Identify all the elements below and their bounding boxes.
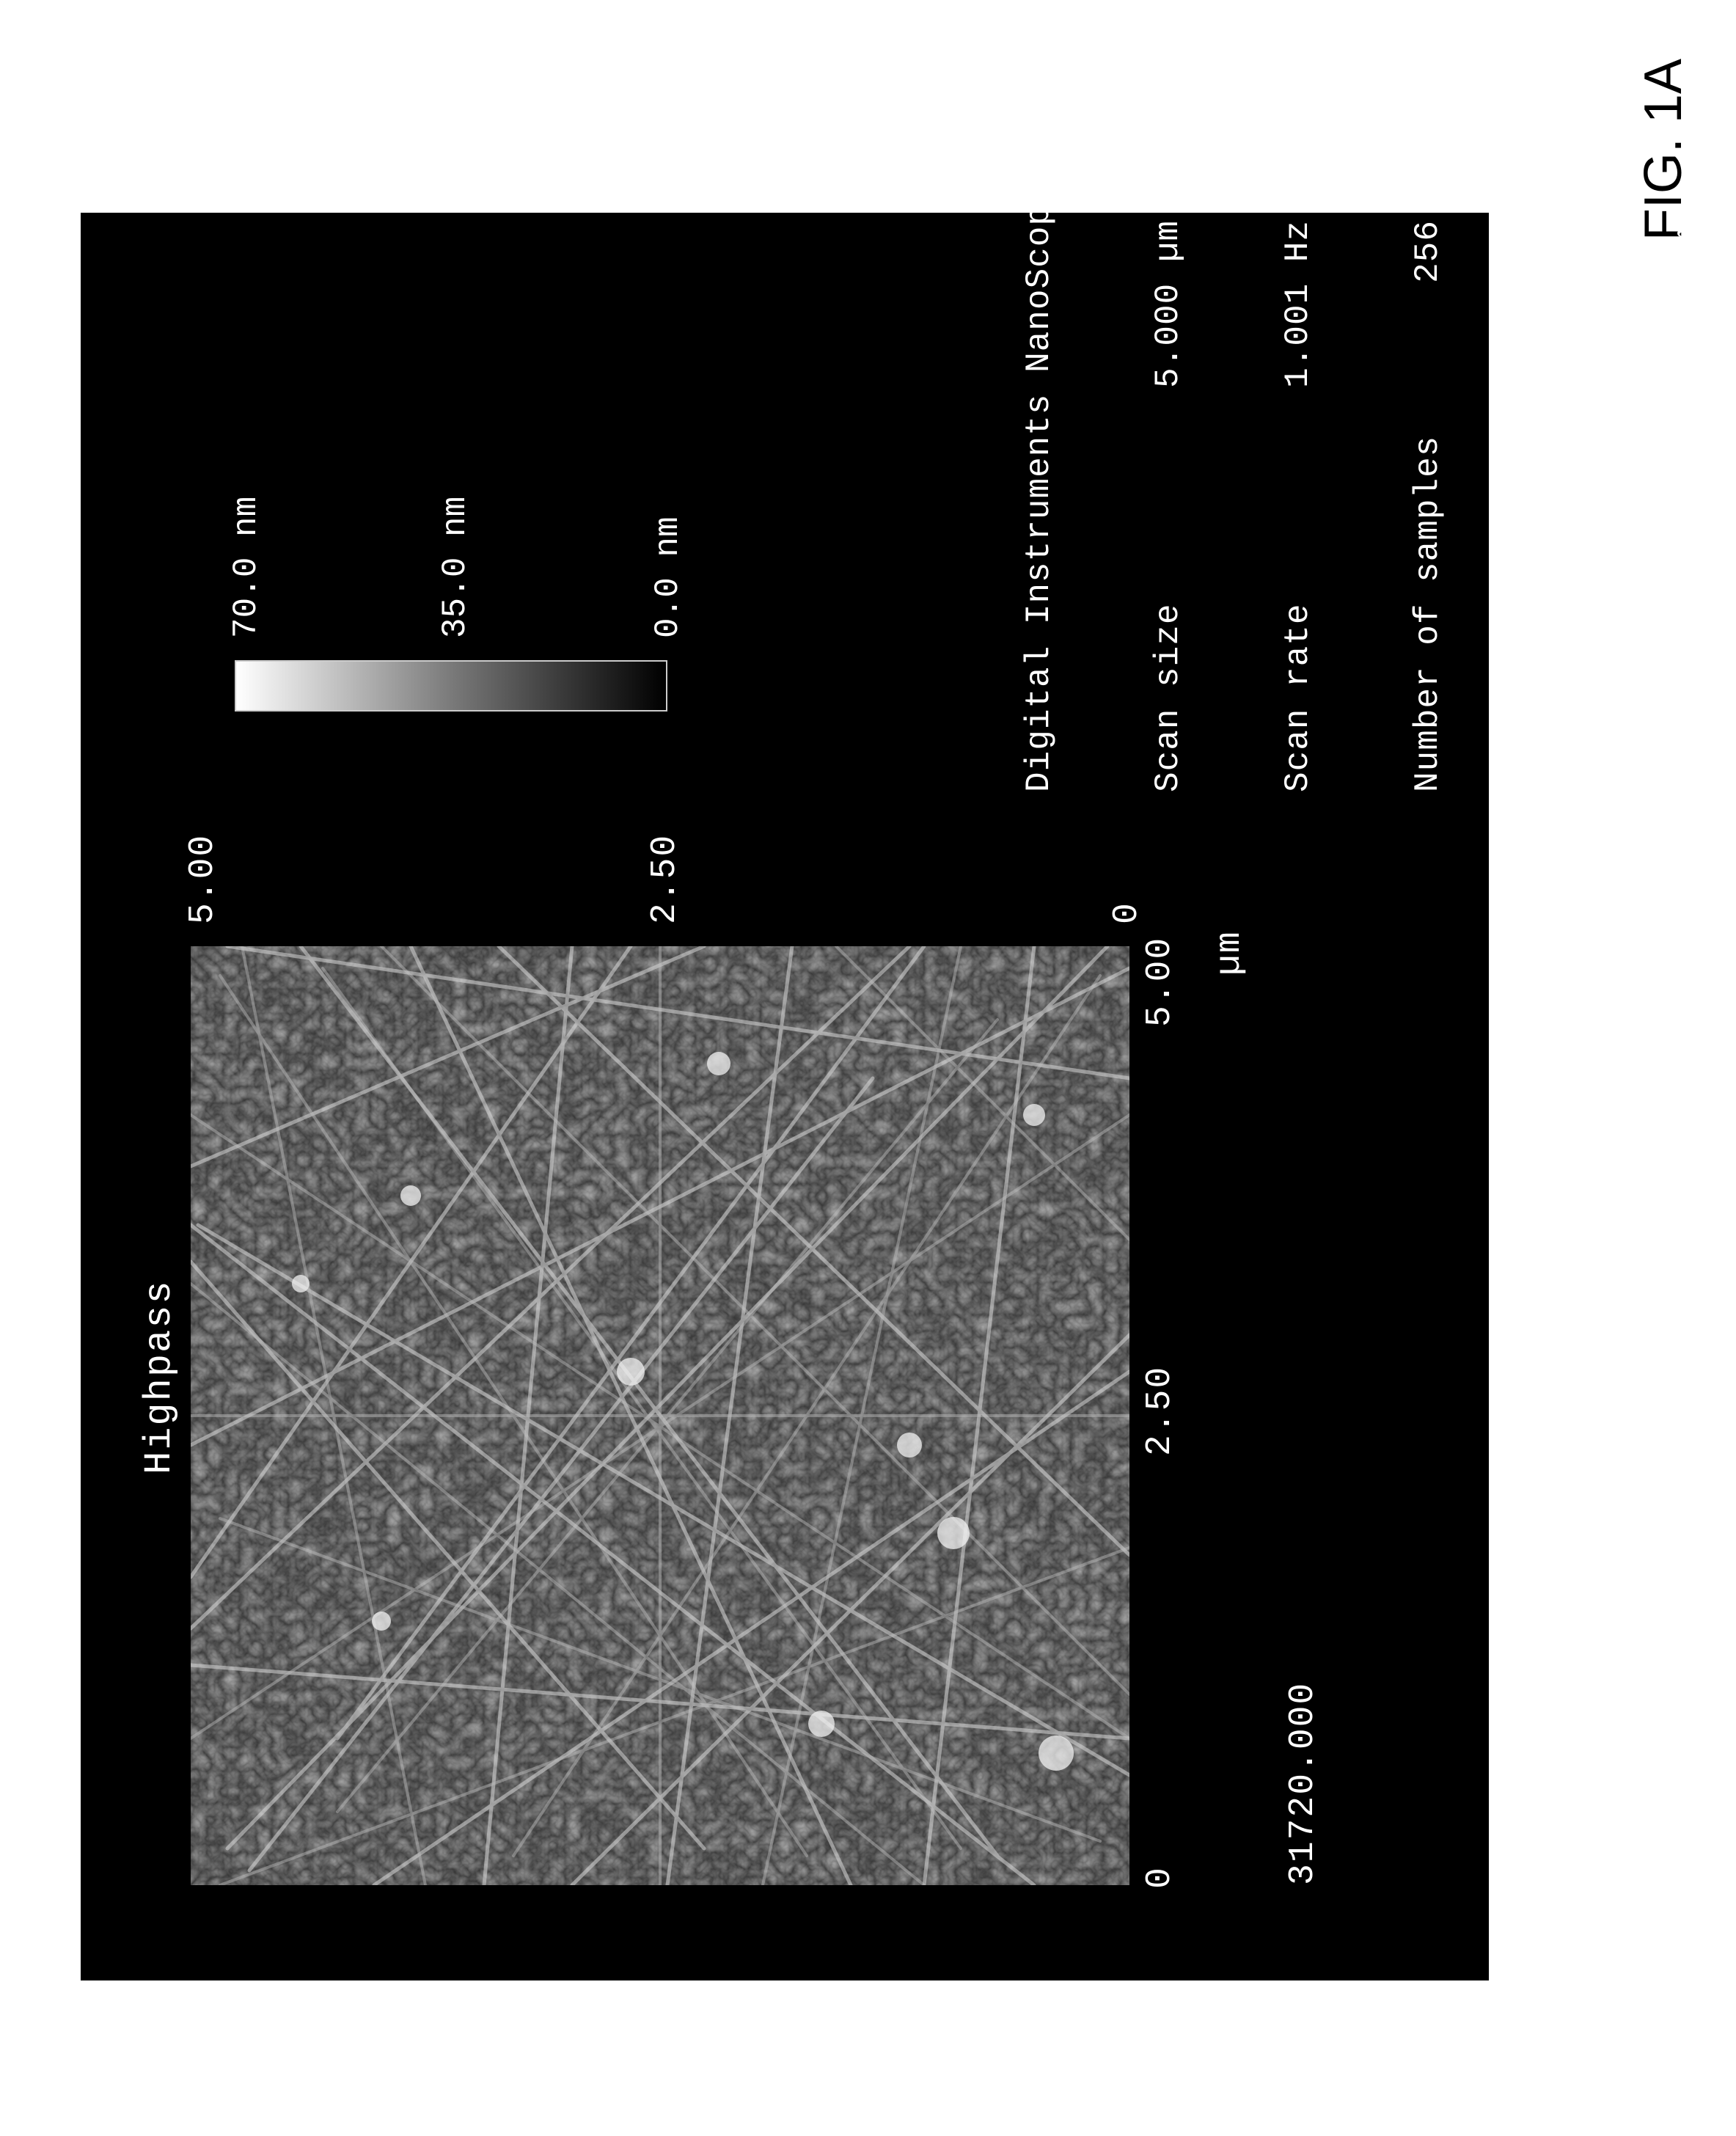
height-colorbar [235,660,667,712]
meta-label: Number of samples [1407,440,1450,792]
scan-image [191,946,1129,1885]
x-tick-0: 0 [1140,1866,1180,1889]
meta-value: 1.001 Hz [1277,220,1320,440]
meta-value: 70.00 nm [1666,220,1709,440]
y-tick-0: 0 [1107,901,1147,924]
y-tick-2: 5.00 [183,834,223,924]
bottom-code: 31720.000 [1283,1682,1323,1885]
meta-header: Digital Instruments NanoScope [1018,183,1061,792]
meta-value: 5.000 µm [1147,220,1190,440]
nanoscope-window: Highpass [81,213,1489,1980]
meta-value: 256 [1407,220,1450,440]
x-tick-2: 5.00 [1140,937,1180,1027]
meta-scan-size: Scan size5.000 µm [1147,183,1190,792]
meta-scan-rate: Scan rate1.001 Hz [1277,183,1320,792]
meta-label: Image Data [1536,440,1579,792]
meta-image-data: Image DataHeight [1536,183,1579,792]
meta-label: Scan rate [1277,440,1320,792]
meta-num-samples: Number of samples256 [1407,183,1450,792]
x-tick-1: 2.50 [1140,1366,1180,1456]
colorbar-max: 70.0 nm [227,497,265,638]
scan-metadata: Digital Instruments NanoScope Scan size5… [931,183,1736,792]
meta-label: Scan size [1147,440,1190,792]
colorbar-mid: 35.0 nm [436,497,475,638]
meta-value: Height [1536,220,1579,440]
scan-title: Highpass [138,1279,181,1474]
meta-label: Data scale [1666,440,1709,792]
colorbar-min: 0.0 nm [649,516,687,638]
y-tick-1: 2.50 [645,834,685,924]
meta-data-scale: Data scale70.00 nm [1666,183,1709,792]
axis-unit: µm [1210,930,1250,976]
